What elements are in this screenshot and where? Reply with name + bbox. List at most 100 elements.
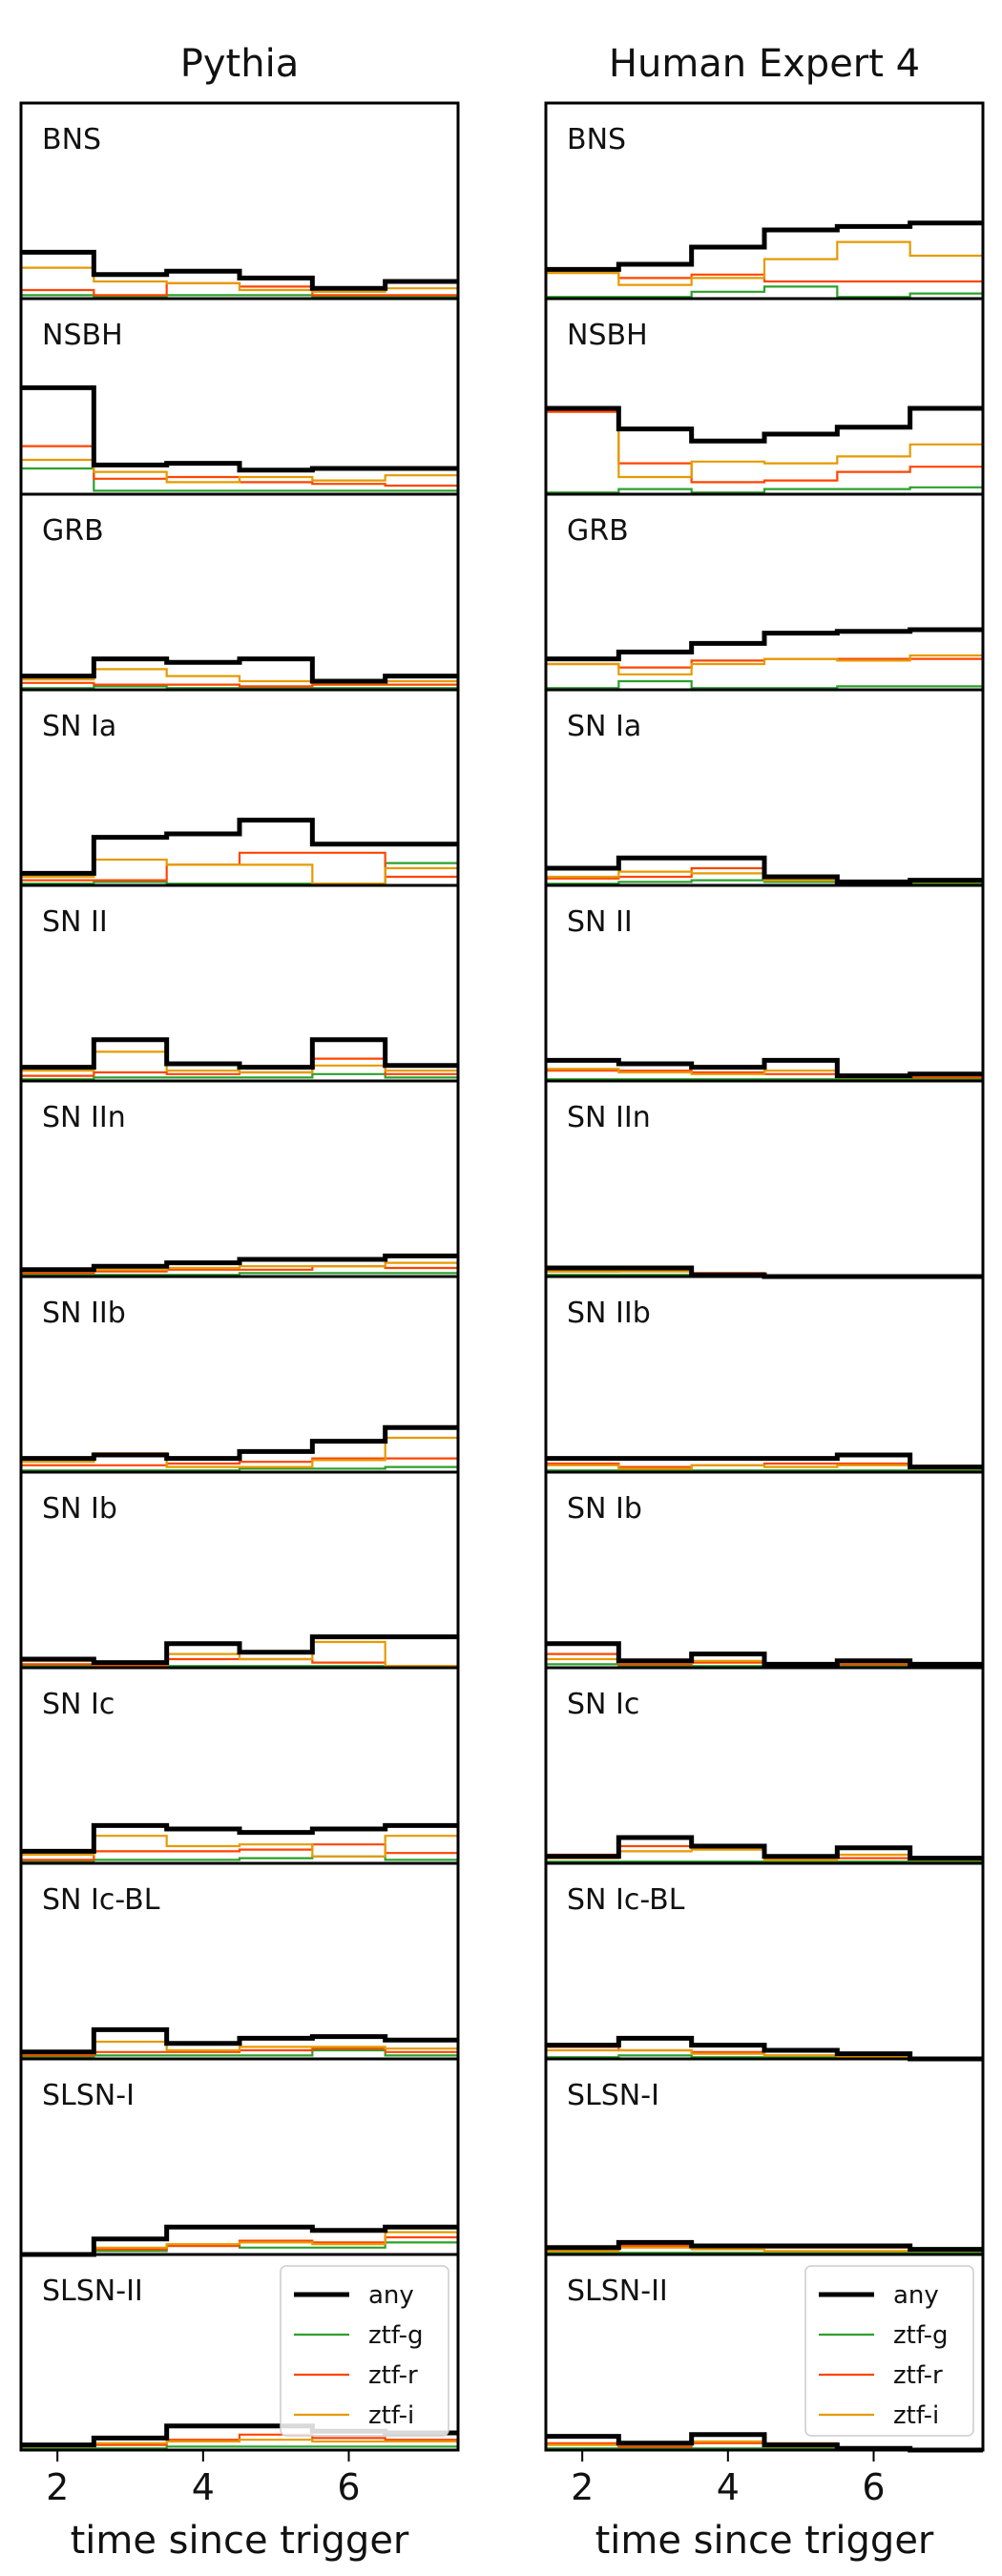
series-line-any <box>21 1634 458 1666</box>
legend-box <box>280 2265 449 2437</box>
series-line-ztf-r <box>21 851 458 882</box>
panel-pythia-sn-ii: SN II <box>19 883 460 1083</box>
panel-label: NSBH <box>42 319 123 352</box>
x-tick-label: 2 <box>46 2466 69 2508</box>
series-line-any <box>21 818 458 876</box>
x-tick-label: 6 <box>337 2466 360 2508</box>
x-axis-pythia: 2 4 6 time since trigger <box>46 2450 409 2563</box>
panel-human-expert-4-sn-ii: SN II <box>544 883 985 1083</box>
panel-label: SN IIn <box>567 1101 651 1134</box>
series-line-ztf-r <box>21 2235 458 2256</box>
panel-label: SN Ic <box>42 1688 115 1721</box>
panel-human-expert-4-sn-ia: SN Ia <box>544 688 985 887</box>
panel-label: SN Ia <box>567 710 641 743</box>
series-line-ztf-g <box>546 486 983 494</box>
x-tick-label: 6 <box>862 2466 885 2508</box>
series-line-any <box>546 855 983 884</box>
panel-label: SN IIn <box>42 1101 126 1134</box>
panel-frame <box>19 2253 460 2452</box>
series-line-ztf-g <box>21 1272 458 1277</box>
panel-label: BNS <box>42 123 101 156</box>
series-line-any <box>546 220 983 272</box>
series-line-any <box>21 1424 458 1462</box>
series-line-any <box>546 1641 983 1667</box>
panel-label: SN IIb <box>42 1297 126 1330</box>
series-line-ztf-g <box>546 679 983 690</box>
panel-label: NSBH <box>567 319 648 352</box>
legend-label-any: any <box>368 2281 414 2310</box>
panel-label: SLSN-I <box>567 2079 659 2112</box>
legend-label-ztf-r: ztf-r <box>893 2361 943 2390</box>
panel-label: SLSN-II <box>42 2275 143 2308</box>
series-line-ztf-g <box>21 1465 458 1472</box>
series-line-ztf-i <box>546 406 983 479</box>
panel-pythia-nsbh: NSBH <box>19 297 460 496</box>
panel-human-expert-4-sn-iin: SN IIn <box>544 1079 985 1279</box>
panel-label: SN Ic <box>567 1688 639 1721</box>
series-line-any <box>21 656 458 684</box>
series-line-any <box>546 1057 983 1079</box>
series-line-ztf-r <box>21 1457 458 1466</box>
panel-pythia-sn-iin: SN IIn <box>19 1079 460 1278</box>
panel-pythia-bns: BNS <box>19 101 460 301</box>
panel-label: SN Ib <box>42 1492 117 1526</box>
series-line-ztf-i <box>21 266 458 293</box>
series-line-ztf-i <box>546 240 983 286</box>
series-line-any <box>21 2026 458 2055</box>
legend-label-ztf-i: ztf-i <box>893 2401 939 2430</box>
x-axis-label: time since trigger <box>71 2519 409 2563</box>
legend-box <box>804 2265 974 2437</box>
x-tick-label: 4 <box>192 2466 215 2508</box>
legend-label-ztf-g: ztf-g <box>368 2321 423 2350</box>
x-tick-label: 4 <box>717 2466 740 2508</box>
panel-pythia-sn-ia: SN Ia <box>19 688 460 887</box>
panel-human-expert-4-bns: BNS <box>544 101 985 301</box>
series-line-any <box>546 1452 983 1470</box>
series-line-ztf-g <box>21 685 458 690</box>
series-line-ztf-g <box>546 285 983 299</box>
panel-human-expert-4-sn-ic: SN Ic <box>544 1666 985 1865</box>
legend-label-ztf-i: ztf-i <box>368 2401 414 2430</box>
series-line-any <box>21 1822 458 1854</box>
column-title-pythia: Pythia <box>180 42 299 86</box>
panel-pythia-grb: GRB <box>19 492 460 692</box>
panel-label: SN Ib <box>567 1492 642 1526</box>
panel-label: GRB <box>567 514 629 548</box>
legend-label-ztf-r: ztf-r <box>368 2361 418 2390</box>
series-line-any <box>546 405 983 444</box>
panel-label: SN II <box>42 905 108 939</box>
panel-label: SLSN-II <box>567 2275 668 2308</box>
panel-pythia-sn-ic-bl: SN Ic-BL <box>19 1861 460 2061</box>
x-axis-human-expert-4: 2 4 6 time since trigger <box>571 2450 934 2563</box>
panel-human-expert-4-sn-iib: SN IIb <box>544 1275 985 1474</box>
legend: any ztf-g ztf-r ztf-i <box>280 2265 449 2437</box>
series-line-any <box>21 249 458 291</box>
series-line-any <box>546 2239 983 2253</box>
panel-pythia-sn-iib: SN IIb <box>19 1275 460 1474</box>
panel-label: SN II <box>567 905 633 939</box>
panel-label: SN Ia <box>42 710 116 743</box>
panel-pythia-sn-ic: SN Ic <box>19 1666 460 1865</box>
panel-pythia-slsn-ii: SLSN-II <box>19 2253 460 2452</box>
series-line-any <box>546 627 983 662</box>
panel-human-expert-4-grb: GRB <box>544 492 985 692</box>
series-line-any <box>21 384 458 473</box>
panel-human-expert-4-sn-ic-bl: SN Ic-BL <box>544 1861 985 2062</box>
legend-label-ztf-g: ztf-g <box>893 2321 948 2350</box>
series-line-any <box>21 1037 458 1070</box>
panel-pythia-sn-ib: SN Ib <box>19 1470 460 1670</box>
series-line-ztf-i <box>546 654 983 675</box>
panel-human-expert-4-sn-ib: SN Ib <box>544 1470 985 1670</box>
panel-label: BNS <box>567 123 626 156</box>
panel-label: SLSN-I <box>42 2079 135 2112</box>
legend: any ztf-g ztf-r ztf-i <box>804 2265 974 2437</box>
legend-label-any: any <box>893 2281 939 2310</box>
series-line-ztf-r <box>546 410 983 484</box>
panel-label: SN Ic-BL <box>42 1883 160 1917</box>
panel-label: SN IIb <box>567 1297 651 1330</box>
panel-human-expert-4-nsbh: NSBH <box>544 297 985 496</box>
series-line-ztf-g <box>21 1072 458 1081</box>
series-line-any <box>546 1835 983 1861</box>
panel-pythia-slsn-i: SLSN-I <box>19 2057 460 2257</box>
